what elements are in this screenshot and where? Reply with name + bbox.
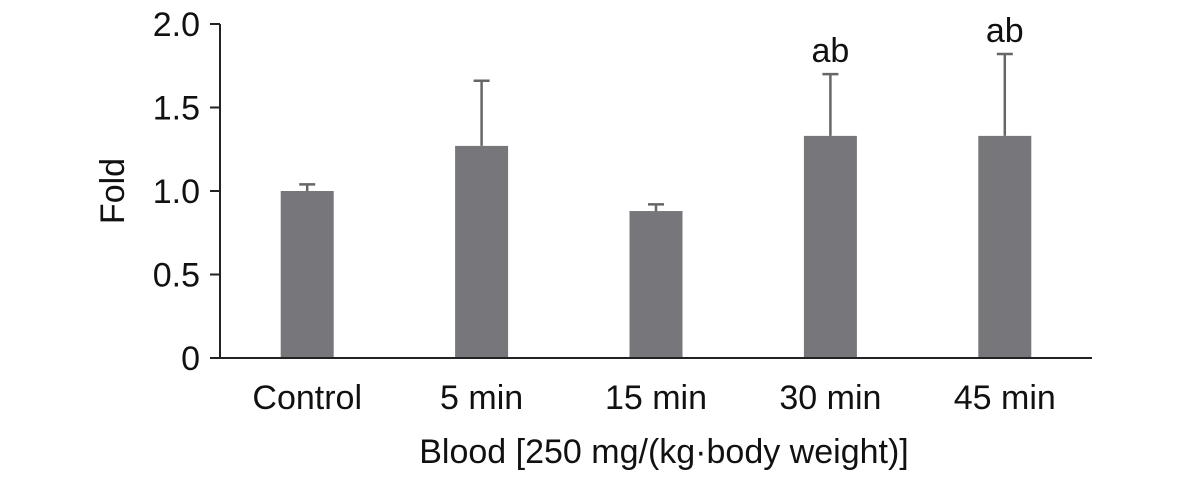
y-tick-label: 1.0	[153, 173, 200, 211]
bar	[629, 211, 683, 358]
y-ticks-layer: 0 0.5 1.0 1.5 2.0	[153, 6, 220, 378]
y-tick-label: 0.5	[153, 257, 200, 295]
significance-label: ab	[811, 32, 849, 70]
y-tick-label: 1.5	[153, 90, 200, 128]
x-category-label: 15 min	[605, 379, 707, 417]
x-labels-layer: Control 5 min 15 min 30 min 45 min	[252, 379, 1055, 417]
x-category-label: 45 min	[954, 379, 1056, 417]
bar	[803, 135, 857, 358]
y-axis-title: Fold	[94, 158, 132, 224]
bar	[455, 145, 509, 358]
y-tick-label: 0	[181, 340, 200, 378]
error-bars-layer	[299, 52, 1013, 212]
bar	[978, 135, 1032, 358]
x-category-label: 30 min	[779, 379, 881, 417]
significance-label: ab	[986, 12, 1024, 50]
annotations-layer: ab ab	[811, 12, 1023, 70]
x-axis-title: Blood [250 mg/(kg·body weight)]	[419, 433, 908, 471]
x-category-label: 5 min	[440, 379, 523, 417]
x-category-label: Control	[252, 379, 362, 417]
bars-layer	[280, 135, 1032, 358]
bar	[280, 191, 334, 358]
y-tick-label: 2.0	[153, 6, 200, 44]
